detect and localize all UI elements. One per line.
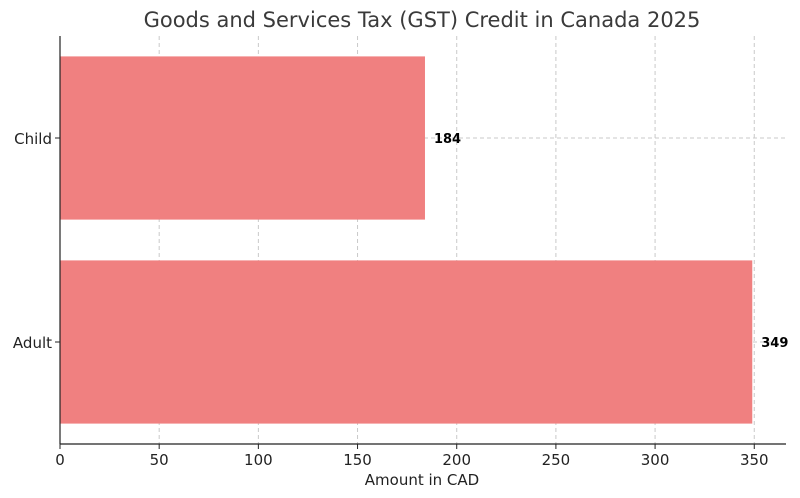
bar-child <box>60 56 425 220</box>
axes-layer <box>59 36 786 445</box>
x-tick-label: 150 <box>343 451 372 469</box>
x-tick-label: 350 <box>740 451 769 469</box>
y-tick-label-adult: Adult <box>13 334 52 352</box>
chart-title: Goods and Services Tax (GST) Credit in C… <box>144 8 701 32</box>
data-label-child: 184 <box>434 132 461 147</box>
x-axis-label: Amount in CAD <box>365 471 479 489</box>
y-tick-label-child: Child <box>14 130 52 148</box>
ticks-layer: 0 50 100 150 200 250 300 350 Adult Child <box>13 130 769 469</box>
x-tick-label: 0 <box>55 451 65 469</box>
x-tick-label: 250 <box>542 451 571 469</box>
data-label-adult: 349 <box>761 336 788 351</box>
bars-layer: 349 184 <box>60 56 788 424</box>
x-tick-label: 200 <box>442 451 471 469</box>
bar-adult <box>60 260 753 424</box>
x-tick-label: 100 <box>244 451 273 469</box>
x-tick-label: 300 <box>641 451 670 469</box>
x-tick-label: 50 <box>150 451 169 469</box>
